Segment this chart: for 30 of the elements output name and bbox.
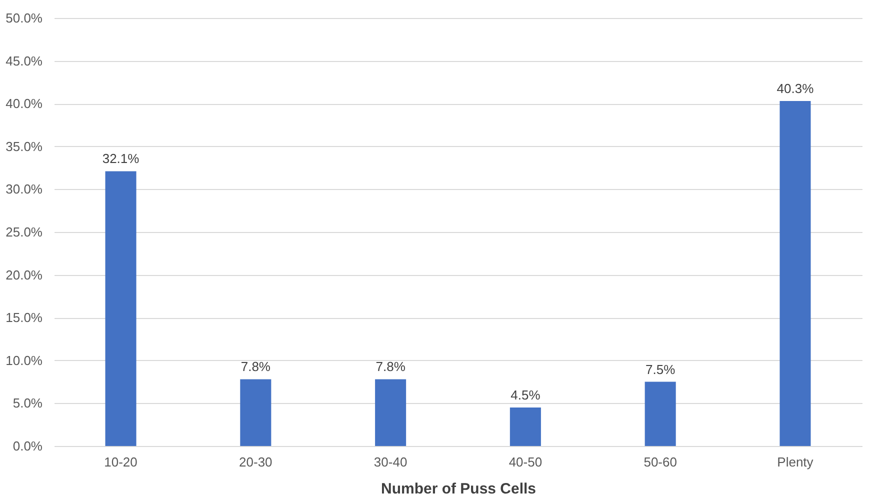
data-label: 4.5% [510, 387, 541, 402]
y-tick-label: 40.0% [6, 96, 43, 112]
x-tick-label: 50-60 [644, 454, 677, 470]
x-tick-label: 40-50 [508, 454, 542, 470]
bar [105, 171, 136, 446]
y-tick-label: 20.0% [6, 267, 43, 282]
data-label: 32.1% [102, 151, 140, 166]
y-tick-label: 25.0% [6, 224, 43, 240]
data-label: 7.5% [646, 362, 676, 377]
data-label: 40.3% [776, 81, 814, 96]
bar [644, 382, 676, 446]
y-tick-label: 10.0% [6, 352, 43, 368]
y-tick-label: 5.0% [12, 396, 43, 411]
data-label: 7.8% [376, 359, 406, 374]
y-tick-label: 0.0% [12, 438, 43, 454]
bar [510, 407, 541, 446]
y-tick-label: 45.0% [6, 53, 43, 68]
x-axis-title: Number of Puss Cells [380, 480, 536, 498]
x-tick-label: 30-40 [374, 454, 408, 470]
y-tick-label: 15.0% [6, 310, 43, 326]
data-label: 7.8% [240, 359, 271, 374]
y-tick-label: 35.0% [6, 138, 43, 154]
x-tick-label: Plenty [777, 454, 814, 470]
y-tick-label: 50.0% [6, 10, 43, 26]
bar [780, 101, 811, 446]
y-tick-label: 30.0% [6, 182, 43, 197]
x-tick-label: 10-20 [104, 454, 138, 470]
bar [375, 379, 406, 446]
bar [240, 379, 272, 446]
x-tick-label: 20-30 [239, 454, 272, 470]
